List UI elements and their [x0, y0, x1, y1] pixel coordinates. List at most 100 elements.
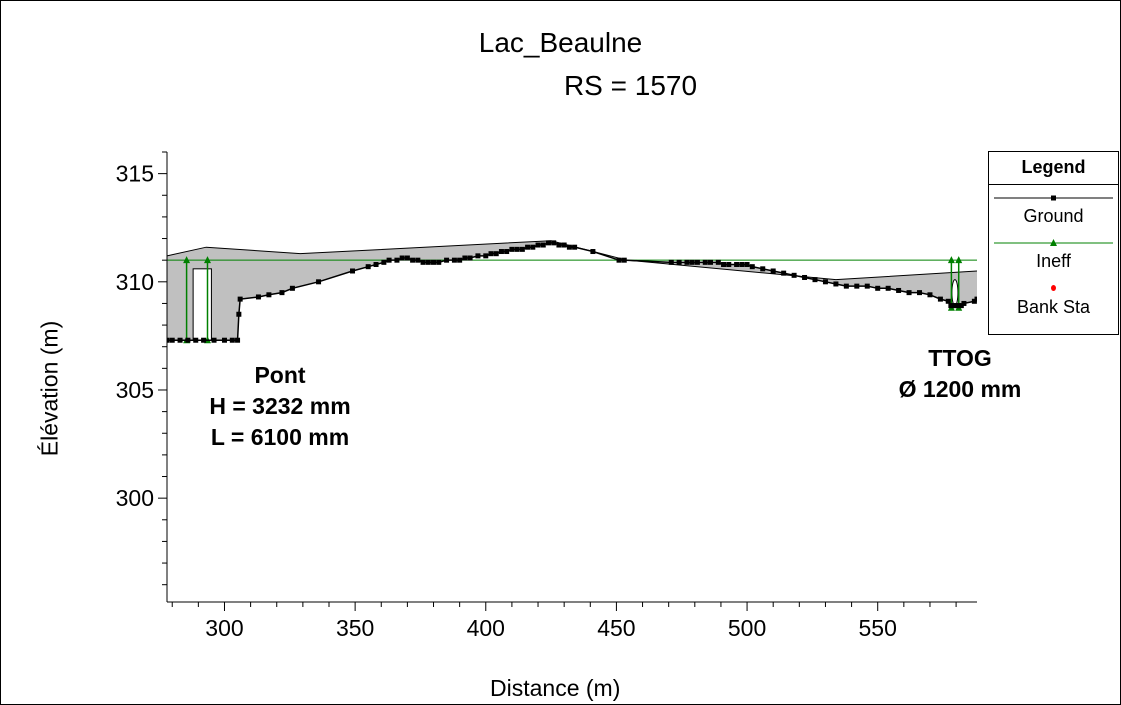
ground-point [211, 337, 217, 343]
y-tick-label: 315 [116, 161, 154, 187]
ground-point [739, 262, 745, 267]
ineff-marker-top [183, 256, 191, 264]
ground-point [535, 242, 541, 248]
ground-point [255, 294, 261, 300]
ineff-marker-top [955, 256, 963, 264]
y-axis-label: Élévation (m) [36, 320, 63, 457]
ground-point [572, 244, 578, 250]
ground-point [451, 257, 457, 263]
ground-point [483, 253, 489, 259]
ground-point [917, 290, 923, 296]
culvert-opening [951, 279, 959, 307]
ground-point [822, 279, 828, 285]
ground-point [694, 259, 700, 265]
legend-entry-ineff: Ineff [1036, 251, 1071, 271]
ground-point [668, 259, 674, 265]
ground-point [545, 240, 551, 246]
ground-point [540, 242, 546, 248]
y-tick-label: 310 [116, 269, 154, 295]
x-tick-label: 350 [336, 615, 374, 641]
annotation-ttog: TTOG Ø 1200 mm [870, 343, 1050, 405]
ground-point [436, 259, 442, 265]
ground-point [167, 337, 170, 343]
bridge-opening [192, 268, 212, 341]
ground-point [386, 257, 392, 263]
ground-point [266, 292, 272, 298]
legend-ground-marker [1051, 195, 1056, 201]
legend-entry-ground: Ground [1023, 206, 1084, 226]
ground-point [958, 303, 964, 309]
x-tick-label: 400 [467, 615, 505, 641]
ground-point [444, 257, 450, 263]
ground-point [381, 259, 387, 265]
ground-point [906, 290, 912, 296]
ground-point [927, 292, 933, 298]
ground-point [420, 259, 426, 265]
ground-point [201, 337, 207, 343]
x-tick-label: 500 [728, 615, 766, 641]
annotation-pont-line3: L = 6100 mm [210, 424, 350, 450]
ground-point [289, 285, 295, 291]
ground-point [504, 249, 510, 255]
ground-point [702, 259, 708, 265]
ground-point [394, 257, 400, 263]
ground-point [404, 255, 410, 261]
ground-point [948, 303, 954, 309]
chart-subtitle: RS = 1570 [563, 70, 698, 101]
ground-point [237, 296, 243, 302]
ground-point [488, 251, 494, 257]
legend: Legend Ground Ineff Bank Sta [988, 151, 1119, 335]
ground-point [373, 262, 379, 267]
ground-point [236, 311, 242, 317]
ground-point [530, 244, 536, 250]
ground-point [833, 281, 839, 287]
ground-point [781, 270, 787, 276]
chart-title: Lac_Beaulne [478, 27, 643, 58]
structure-top-line [167, 240, 977, 281]
ground-point [875, 285, 881, 291]
ground-point [415, 257, 421, 263]
ground-point [551, 240, 557, 246]
ground-point [937, 296, 943, 302]
ground-point [885, 285, 891, 291]
ground-point [760, 266, 766, 272]
ground-point [726, 262, 732, 267]
ground-point [971, 298, 977, 304]
ground-point [864, 283, 870, 289]
ground-point [616, 257, 622, 263]
ground-point [974, 296, 977, 302]
ground-point [235, 337, 241, 343]
ground-point [431, 259, 437, 265]
ground-point [770, 268, 776, 274]
x-axis-label: Distance (m) [490, 675, 621, 701]
ground-point [475, 253, 481, 259]
ground-point [791, 272, 797, 278]
ground-point [279, 290, 285, 296]
ground-point [896, 287, 902, 293]
annotation-ttog-line2: Ø 1200 mm [898, 376, 1022, 402]
ground-point [509, 246, 515, 252]
ground-point [721, 262, 727, 267]
ground-point [514, 246, 520, 252]
annotation-ttog-line1: TTOG [928, 345, 992, 371]
ground-point [961, 300, 967, 306]
ground-point [707, 259, 713, 265]
ground-point [493, 251, 499, 257]
ground-point [316, 279, 322, 285]
legend-swatches [994, 195, 1113, 291]
ground-point [734, 262, 740, 267]
ground-point [365, 264, 371, 270]
ineff-marker-top [204, 256, 211, 264]
ground-point [715, 259, 721, 265]
ground-point [467, 255, 473, 261]
ground-point [399, 255, 405, 261]
ground-point [169, 337, 175, 343]
ground-point [950, 303, 956, 309]
plot-area [167, 240, 977, 344]
ground-point [350, 268, 356, 274]
ground-point [519, 246, 525, 252]
ground-point [462, 255, 468, 261]
ground-point [498, 249, 504, 255]
ground-point [956, 303, 962, 309]
